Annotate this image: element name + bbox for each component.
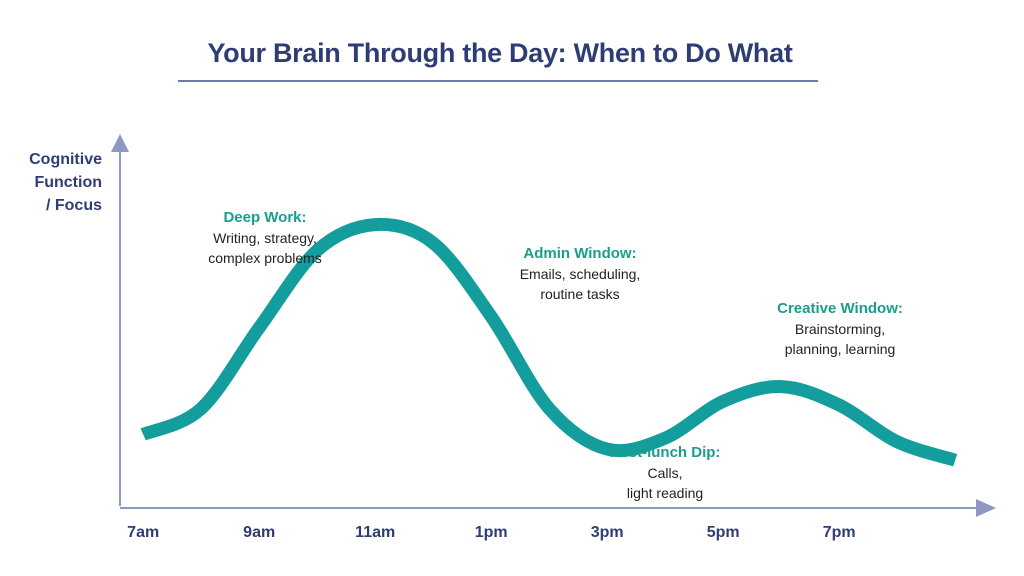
title-underline [178,80,818,82]
annotation-text: Writing, strategy, [213,230,317,246]
y-axis-label-line: / Focus [45,197,102,214]
x-tick-label: 3pm [591,524,624,541]
annotation-heading: Admin Window: [523,245,637,262]
annotation-admin-window: Admin Window: Emails, scheduling, routin… [500,243,660,304]
annotation-text: planning, learning [784,341,896,357]
y-axis-label-line: Function [34,174,102,191]
annotation-post-lunch-dip: Post-lunch Dip: Calls, light reading [590,442,740,503]
annotation-text: complex problems [208,250,322,266]
x-tick-label: 9am [243,524,275,541]
x-axis-arrow [976,499,996,517]
annotation-text: Brainstorming, [794,321,886,337]
x-tick-label: 7am [127,524,159,541]
annotation-text: routine tasks [540,286,620,302]
annotation-heading: Deep Work: [223,209,307,226]
annotation-heading: Creative Window: [777,300,903,317]
x-tick-label: 7pm [823,524,856,541]
x-tick-label: 1pm [475,524,508,541]
y-axis-label-line: Cognitive [29,151,102,168]
y-axis-arrow [111,134,129,152]
annotation-deep-work: Deep Work: Writing, strategy, complex pr… [190,207,340,268]
annotation-creative-window: Creative Window: Brainstorming, planning… [755,298,925,359]
x-tick-label: 5pm [707,524,740,541]
chart-title: Your Brain Through the Day: When to Do W… [207,38,793,68]
annotation-heading: Post-lunch Dip: [609,444,721,461]
annotation-text: light reading [626,485,704,501]
annotation-text: Calls, [647,465,683,481]
y-axis-label: Cognitive Function / Focus [10,148,102,217]
x-tick-label: 11am [355,524,395,541]
focus-curve [140,217,958,467]
annotation-text: Emails, scheduling, [519,266,641,282]
